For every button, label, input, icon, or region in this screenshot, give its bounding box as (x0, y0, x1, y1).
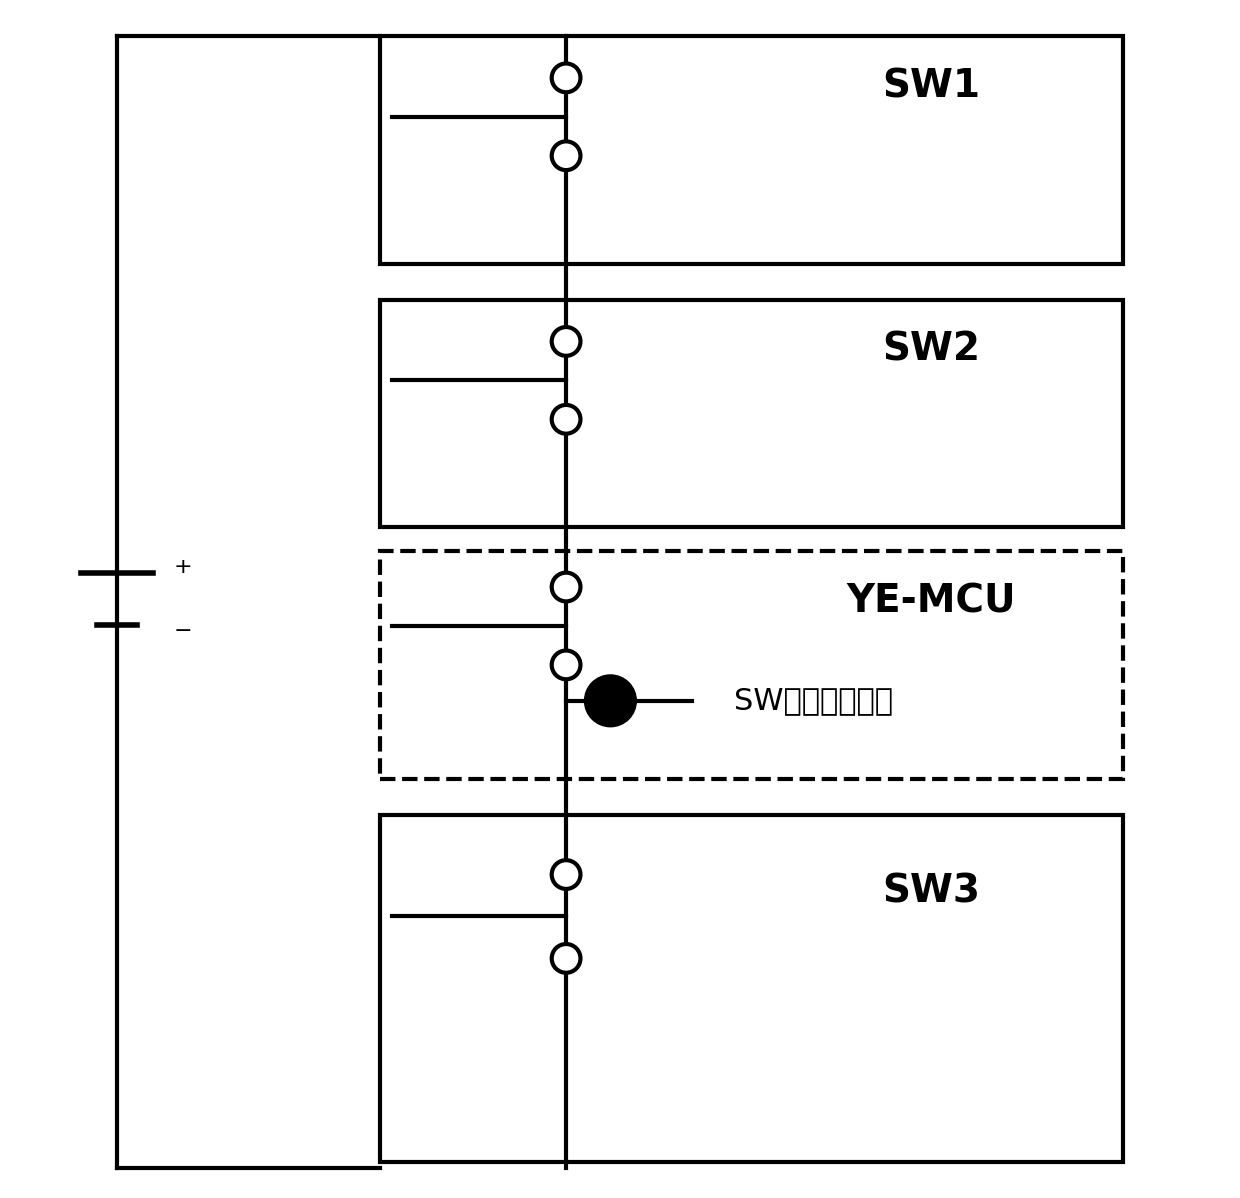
Circle shape (552, 327, 580, 356)
Text: YE-MCU: YE-MCU (847, 582, 1017, 621)
Text: +: + (174, 557, 192, 576)
Text: SW2: SW2 (883, 331, 981, 369)
FancyBboxPatch shape (381, 36, 1123, 264)
Circle shape (552, 860, 580, 889)
Text: SW3: SW3 (883, 872, 981, 910)
Circle shape (552, 63, 580, 92)
Circle shape (552, 651, 580, 679)
Circle shape (584, 674, 636, 727)
FancyBboxPatch shape (381, 300, 1123, 527)
Circle shape (552, 405, 580, 434)
Text: SW下方检测电路: SW下方检测电路 (734, 686, 893, 715)
Circle shape (552, 944, 580, 973)
Text: −: − (174, 622, 192, 641)
Circle shape (552, 573, 580, 601)
Text: SW1: SW1 (883, 67, 981, 105)
FancyBboxPatch shape (381, 551, 1123, 779)
FancyBboxPatch shape (381, 815, 1123, 1162)
Circle shape (552, 141, 580, 170)
